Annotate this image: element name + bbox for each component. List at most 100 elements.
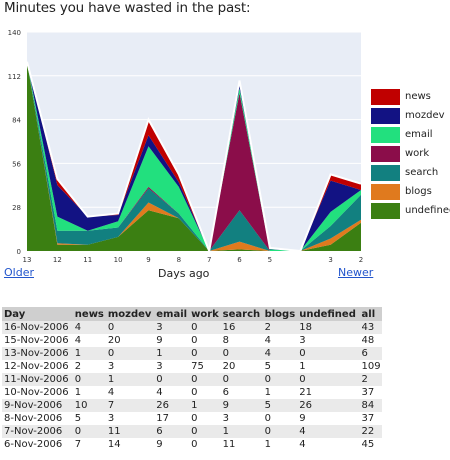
y-tick-label: 0: [17, 248, 21, 256]
table-cell: 0: [72, 425, 106, 438]
table-cell: 20: [220, 360, 263, 373]
table-cell: 2: [262, 321, 298, 334]
column-header: undefined: [297, 307, 360, 321]
column-header: news: [72, 307, 106, 321]
table-cell: 26: [154, 399, 190, 412]
x-axis-label: Days ago: [158, 267, 210, 280]
legend-label: mozdev: [405, 110, 445, 121]
column-header: all: [359, 307, 382, 321]
table-cell: 48: [359, 334, 382, 347]
table-cell: 18: [297, 321, 360, 334]
table-cell: 43: [359, 321, 382, 334]
legend-item-mozdev: mozdev: [371, 108, 447, 127]
table-row: 10-Nov-2006 1 4 4 0 6 1 21 37: [2, 386, 382, 399]
x-tick-labels: 13 12 11 10 9 8 7 6 5 3 2: [23, 256, 364, 264]
table-cell: 3: [220, 412, 263, 425]
table-cell: 2: [359, 373, 382, 386]
table-cell: 11: [105, 425, 155, 438]
column-header: mozdev: [105, 307, 155, 321]
legend-label: search: [405, 167, 439, 178]
older-link[interactable]: Older: [4, 266, 34, 279]
table-cell: 0: [189, 334, 221, 347]
table-row: 13-Nov-2006 1 0 1 0 0 4 0 6: [2, 347, 382, 360]
x-tick-label: 5: [268, 256, 272, 264]
legend-swatch: [371, 165, 400, 181]
legend-label: work: [405, 148, 430, 159]
legend-item-search: search: [371, 165, 447, 184]
series-areas: [26, 61, 362, 255]
table-cell: 0: [105, 321, 155, 334]
table-row: 11-Nov-2006 0 1 0 0 0 0 0 2: [2, 373, 382, 386]
table-cell: 45: [359, 438, 382, 451]
table-cell: 22: [359, 425, 382, 438]
table-cell: 4: [72, 334, 106, 347]
legend-item-work: work: [371, 146, 447, 165]
table-cell: 1: [297, 360, 360, 373]
table-cell: 4: [154, 386, 190, 399]
legend-label: email: [405, 129, 433, 140]
table-row: 6-Nov-2006 7 14 9 0 11 1 4 45: [2, 438, 382, 451]
newer-link[interactable]: Newer: [338, 266, 374, 279]
table-cell: 12-Nov-2006: [2, 360, 73, 373]
x-tick-label: 2: [359, 256, 363, 264]
table-cell: 0: [189, 386, 221, 399]
table-cell: 16-Nov-2006: [2, 321, 73, 334]
table-cell: 13-Nov-2006: [2, 347, 73, 360]
table-cell: 1: [72, 386, 106, 399]
legend-item-email: email: [371, 127, 447, 146]
table-cell: 0: [189, 373, 221, 386]
table-cell: 20: [105, 334, 155, 347]
page-title: Minutes you have wasted in the past:: [4, 0, 251, 16]
table-cell: 84: [359, 399, 382, 412]
table-cell: 5: [262, 399, 298, 412]
y-tick-label: 84: [12, 117, 21, 125]
x-tick-label: 12: [53, 256, 62, 264]
table-cell: 7-Nov-2006: [2, 425, 73, 438]
table-cell: 0: [189, 412, 221, 425]
legend: news mozdev email work search blogs undefined: [371, 89, 450, 222]
table-cell: 6: [359, 347, 382, 360]
legend-swatch: [371, 184, 400, 200]
table-cell: 9: [154, 438, 190, 451]
table-row: 8-Nov-2006 5 3 17 0 3 0 9 37: [2, 412, 382, 425]
table-row: 9-Nov-2006 10 7 26 1 9 5 26 84: [2, 399, 382, 412]
table-cell: 3: [105, 360, 155, 373]
table-cell: 1: [189, 399, 221, 412]
x-tick-label: 8: [177, 256, 181, 264]
table-cell: 0: [189, 347, 221, 360]
column-header: email: [154, 307, 190, 321]
table-cell: 4: [262, 334, 298, 347]
table-cell: 7: [105, 399, 155, 412]
table-cell: 1: [154, 347, 190, 360]
table-cell: 1: [262, 386, 298, 399]
legend-swatch: [371, 89, 400, 105]
table-row: 16-Nov-2006 4 0 3 0 16 2 18 43: [2, 321, 382, 334]
column-header: work: [189, 307, 221, 321]
table-row: 15-Nov-2006 4 20 9 0 8 4 3 48: [2, 334, 382, 347]
column-header: blogs: [262, 307, 298, 321]
table-cell: 0: [189, 321, 221, 334]
table-cell: 1: [72, 347, 106, 360]
table-cell: 5: [72, 412, 106, 425]
table-cell: 10-Nov-2006: [2, 386, 73, 399]
table-cell: 6: [154, 425, 190, 438]
y-tick-label: 140: [8, 29, 21, 37]
column-header: search: [220, 307, 263, 321]
minutes-table: Day news mozdev email work search blogs undefin…: [2, 307, 382, 451]
table-cell: 0: [262, 412, 298, 425]
table-cell: 0: [220, 347, 263, 360]
table-cell: 21: [297, 386, 360, 399]
table-cell: 0: [262, 425, 298, 438]
table-cell: 8-Nov-2006: [2, 412, 73, 425]
table-cell: 3: [105, 412, 155, 425]
table-cell: 4: [297, 438, 360, 451]
table-body: 16-Nov-2006 4 0 3 0 16 2 18 43 15-Nov-2006 4 20 9 0 8 4…: [2, 321, 382, 451]
y-tick-label: 28: [12, 204, 21, 212]
table-cell: 37: [359, 412, 382, 425]
table-cell: 26: [297, 399, 360, 412]
table-cell: 3: [154, 321, 190, 334]
table-row: 12-Nov-2006 2 3 3 75 20 5 1 109: [2, 360, 382, 373]
x-tick-label: 3: [328, 256, 332, 264]
table-cell: 9: [220, 399, 263, 412]
column-header: Day: [2, 307, 73, 321]
